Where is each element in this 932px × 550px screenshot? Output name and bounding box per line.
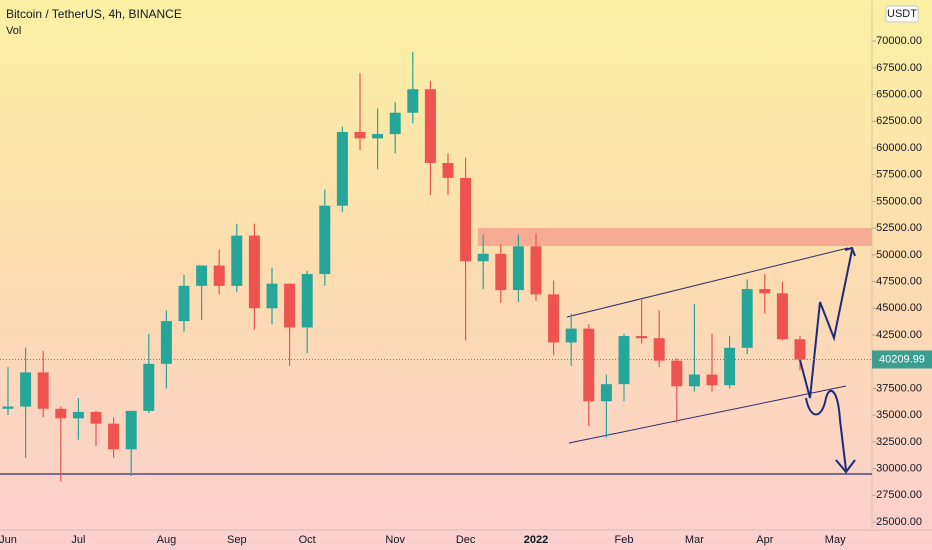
candle-body	[706, 374, 718, 386]
candle-body	[600, 384, 612, 402]
candle-body	[72, 411, 84, 419]
candle-body	[512, 246, 524, 291]
candle-body	[2, 406, 14, 409]
candle-body	[160, 321, 172, 364]
channel-upper	[566, 247, 849, 318]
chart-title: Bitcoin / TetherUS, 4h, BINANCE	[6, 7, 182, 21]
last-price-label: 40209.99	[879, 353, 925, 365]
candle-body	[301, 274, 313, 328]
y-tick-label: 42500.00	[876, 329, 922, 341]
y-tick-label: 45000.00	[876, 302, 922, 314]
y-tick-label: 62500.00	[876, 115, 922, 127]
x-tick-label: Nov	[385, 534, 405, 546]
x-tick-label: Dec	[456, 534, 476, 546]
candle-body	[266, 283, 278, 309]
currency-badge[interactable]	[885, 5, 919, 23]
x-tick-label: Oct	[299, 534, 316, 546]
candle-body	[231, 235, 243, 286]
candle-body	[372, 134, 384, 139]
candle-body	[477, 253, 489, 262]
candle-body	[794, 339, 806, 360]
y-tick-label: 25000.00	[876, 516, 922, 528]
candle-body	[389, 112, 401, 135]
currency-label: USDT	[887, 8, 917, 20]
arrow-up	[799, 249, 853, 399]
candle-body	[759, 289, 771, 294]
y-tick-label: 70000.00	[876, 35, 922, 47]
candle-body	[671, 360, 683, 387]
y-tick-label: 55000.00	[876, 195, 922, 207]
x-tick-label: Jul	[71, 534, 85, 546]
drawings	[0, 228, 872, 475]
y-tick-label: 65000.00	[876, 88, 922, 100]
candle-body	[530, 246, 542, 295]
x-tick-label: Mar	[685, 534, 704, 546]
x-tick-label: Feb	[615, 534, 634, 546]
arrow-up-head	[844, 246, 856, 257]
channel-lower	[568, 385, 847, 444]
candle-body	[583, 328, 595, 402]
candle-body	[565, 328, 577, 343]
candle-body	[90, 411, 102, 424]
candle-body	[178, 285, 190, 322]
x-tick-label: 2022	[524, 534, 548, 546]
y-tick-label: 47500.00	[876, 275, 922, 287]
candle-body	[618, 336, 630, 385]
last-price-badge	[872, 350, 932, 369]
candle-body	[460, 177, 472, 262]
candle-body	[55, 408, 67, 419]
candle-body	[336, 131, 348, 206]
y-tick-label: 67500.00	[876, 62, 922, 74]
candle-body	[495, 253, 507, 291]
candle-body	[284, 283, 296, 328]
candle-body	[37, 372, 49, 409]
y-tick-label: 57500.00	[876, 169, 922, 181]
candle-body	[20, 372, 32, 407]
candle-body	[636, 336, 648, 339]
candle-body	[548, 294, 560, 343]
y-tick-label: 52500.00	[876, 222, 922, 234]
candle-body	[724, 347, 736, 386]
candle-body	[108, 423, 120, 450]
arrows	[799, 246, 856, 474]
y-tick-label: 37500.00	[876, 382, 922, 394]
candle-body	[442, 162, 454, 178]
candle-body	[653, 338, 665, 361]
candle-body	[688, 374, 700, 387]
y-tick-label: 27500.00	[876, 489, 922, 501]
x-tick-label: Apr	[756, 534, 773, 546]
x-tick-label: Jun	[0, 534, 17, 546]
candle-body	[424, 89, 436, 163]
candle-body	[354, 131, 366, 139]
arrow-down-head	[835, 459, 856, 474]
x-tick-label: Sep	[227, 534, 247, 546]
y-tick-label: 32500.00	[876, 436, 922, 448]
volume-label: Vol	[6, 25, 21, 37]
arrow-down	[805, 389, 847, 471]
candle-body	[196, 265, 208, 286]
candle-body	[776, 293, 788, 340]
y-tick-label: 60000.00	[876, 142, 922, 154]
y-tick-label: 35000.00	[876, 409, 922, 421]
candle-body	[407, 89, 419, 113]
candle-body	[143, 363, 155, 411]
candle-body	[125, 410, 137, 450]
y-tick-label: 30000.00	[876, 462, 922, 474]
candle-body	[248, 235, 260, 309]
x-tick-label: Aug	[157, 534, 177, 546]
y-tick-label: 50000.00	[876, 249, 922, 261]
x-tick-label: May	[825, 534, 846, 546]
candle-body	[741, 289, 753, 348]
candle-body	[213, 265, 225, 286]
resistance-zone	[478, 228, 872, 246]
candle-body	[319, 205, 331, 275]
